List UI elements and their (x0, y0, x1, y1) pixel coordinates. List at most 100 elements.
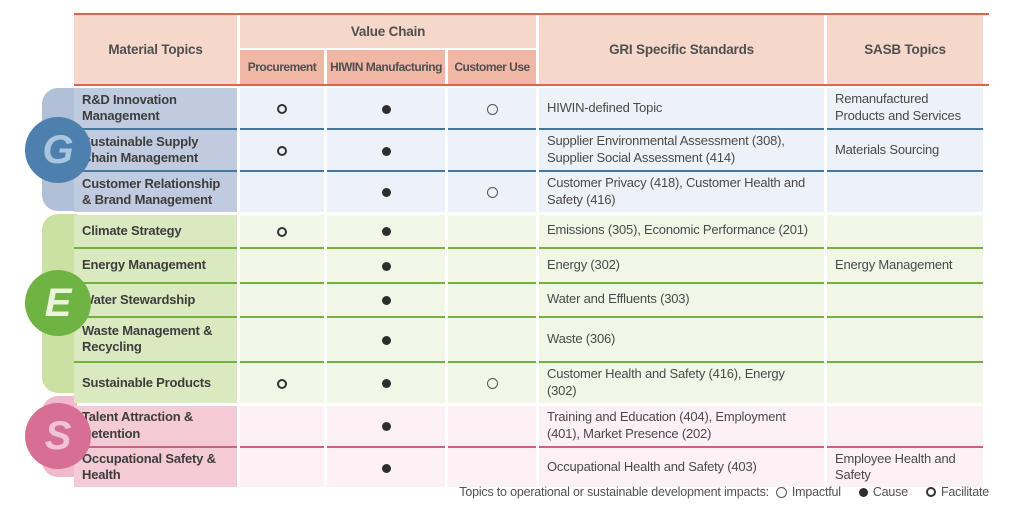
section-s-badge: S (25, 403, 91, 469)
procurement-mark-cell (240, 445, 324, 488)
row-rd-innovation: R&D Innovation Management HIWIN-defined … (74, 88, 984, 128)
topic-cell: R&D Innovation Management (74, 88, 237, 128)
row-talent-attraction: Talent Attraction & Retention Training a… (74, 405, 984, 446)
header-material-topics: Material Topics (74, 15, 237, 84)
customer-use-mark-cell (448, 281, 537, 316)
legend-cause-label: Cause (872, 485, 908, 499)
header-customer-use: Customer Use (448, 48, 537, 84)
sasb-cell (827, 281, 984, 316)
manufacturing-mark-cell (327, 170, 445, 212)
manufacturing-mark-icon (381, 335, 391, 345)
gri-cell: Supplier Environmental Assessment (308),… (539, 128, 825, 170)
gri-cell: Water and Effluents (303) (539, 281, 825, 316)
row-waste-management: Waste Management & Recycling Waste (306) (74, 315, 984, 361)
manufacturing-mark-cell (327, 128, 445, 170)
manufacturing-mark-cell (327, 405, 445, 446)
customer-use-mark-icon (486, 103, 498, 115)
header-bottom-rule (74, 84, 989, 86)
procurement-mark-icon (277, 226, 287, 237)
procurement-mark-cell (240, 246, 324, 282)
topic-cell: Energy Management (74, 246, 237, 282)
procurement-mark-cell (240, 281, 324, 316)
manufacturing-mark-cell (327, 214, 445, 247)
sasb-cell (827, 214, 984, 247)
section-e-badge: E (25, 270, 91, 336)
gri-cell: Occupational Health and Safety (403) (539, 445, 825, 488)
sasb-cell: Employee Health and Safety (827, 445, 984, 488)
procurement-mark-cell (240, 315, 324, 361)
customer-use-mark-cell (448, 360, 537, 403)
legend: Topics to operational or sustainable dev… (459, 485, 989, 499)
sasb-cell (827, 170, 984, 212)
manufacturing-mark-icon (381, 104, 391, 114)
manufacturing-mark-icon (381, 422, 391, 432)
manufacturing-mark-cell (327, 315, 445, 361)
header-gri-standards: GRI Specific Standards (539, 15, 825, 84)
cause-icon (858, 487, 868, 497)
manufacturing-mark-icon (381, 188, 391, 198)
procurement-mark-cell (240, 88, 324, 128)
gri-cell: Training and Education (404), Employment… (539, 405, 825, 446)
customer-use-mark-cell (448, 405, 537, 446)
procurement-mark-cell (240, 170, 324, 212)
gri-cell: Customer Privacy (418), Customer Health … (539, 170, 825, 212)
gri-cell: HIWIN-defined Topic (539, 88, 825, 128)
topic-cell: Water Stewardship (74, 281, 237, 316)
customer-use-mark-cell (448, 170, 537, 212)
topic-cell: Sustainable Products (74, 360, 237, 403)
customer-use-mark-cell (448, 445, 537, 488)
manufacturing-mark-icon (381, 146, 391, 156)
sasb-cell: Remanufactured Products and Services (827, 88, 984, 128)
sasb-cell (827, 315, 984, 361)
row-customer-relationship: Customer Relationship & Brand Management… (74, 170, 984, 212)
legend-impactful-label: Impactful (791, 485, 841, 499)
badge-letter-e: E (44, 281, 72, 325)
badge-letter-s: S (44, 414, 72, 458)
header-row-2: Procurement HIWIN Manufacturing Customer… (74, 48, 983, 84)
sasb-cell (827, 405, 984, 446)
procurement-mark-cell (240, 405, 324, 446)
customer-use-mark-cell (448, 88, 537, 128)
gri-cell: Emissions (305), Economic Performance (2… (539, 214, 825, 247)
customer-use-mark-cell (448, 315, 537, 361)
manufacturing-mark-cell (327, 445, 445, 488)
row-sustainable-supply-chain: Sustainable Supply Chain Management Supp… (74, 128, 984, 170)
manufacturing-mark-icon (381, 261, 391, 271)
customer-use-mark-cell (448, 214, 537, 247)
gri-cell: Customer Health and Safety (416), Energy… (539, 360, 825, 403)
topic-cell: Climate Strategy (74, 214, 237, 247)
procurement-mark-cell (240, 214, 324, 247)
gri-cell: Waste (306) (539, 315, 825, 361)
customer-use-mark-cell (448, 246, 537, 282)
header-procurement: Procurement (240, 48, 324, 84)
procurement-mark-icon (277, 104, 287, 115)
customer-use-mark-icon (486, 378, 498, 390)
manufacturing-mark-cell (327, 360, 445, 403)
sasb-cell: Materials Sourcing (827, 128, 984, 170)
manufacturing-mark-icon (381, 464, 391, 474)
manufacturing-mark-icon (381, 227, 391, 237)
topic-cell: Waste Management & Recycling (74, 315, 237, 361)
topic-cell: Talent Attraction & Retention (74, 405, 237, 446)
manufacturing-mark-cell (327, 88, 445, 128)
header-sasb-topics: SASB Topics (827, 15, 984, 84)
customer-use-mark-icon (486, 187, 498, 199)
sasb-cell: Energy Management (827, 246, 984, 282)
row-occupational-safety: Occupational Safety & Health Occupationa… (74, 445, 984, 488)
facilitate-icon (925, 487, 936, 497)
manufacturing-mark-cell (327, 281, 445, 316)
header-top-rule (74, 13, 989, 15)
manufacturing-mark-cell (327, 246, 445, 282)
materiality-table: Material Topics Value Chain GRI Specific… (71, 15, 986, 488)
procurement-mark-cell (240, 360, 324, 403)
header-hiwin-manufacturing: HIWIN Manufacturing (327, 48, 445, 84)
row-water-stewardship: Water Stewardship Water and Effluents (3… (74, 281, 984, 316)
topic-cell: Sustainable Supply Chain Management (74, 128, 237, 170)
section-g-badge: G (25, 117, 91, 183)
header-row-1: Material Topics Value Chain GRI Specific… (74, 15, 984, 84)
procurement-mark-cell (240, 128, 324, 170)
manufacturing-mark-icon (381, 296, 391, 306)
sasb-cell (827, 360, 984, 403)
header-value-chain: Value Chain (240, 15, 537, 48)
customer-use-mark-cell (448, 128, 537, 170)
